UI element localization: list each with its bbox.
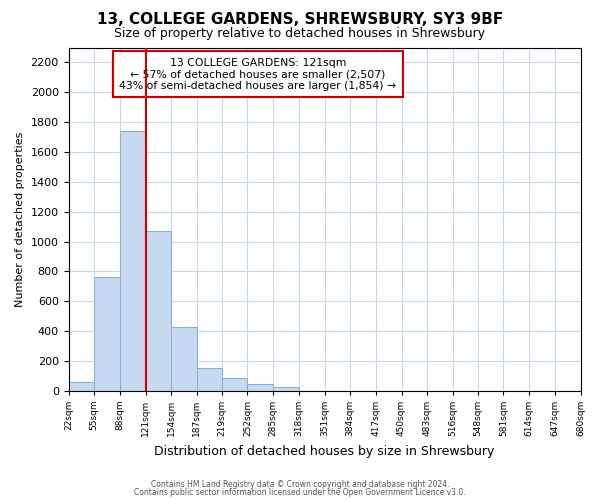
Bar [68,382,94,391]
Bar [171,326,197,391]
Text: 13, COLLEGE GARDENS, SHREWSBURY, SY3 9BF: 13, COLLEGE GARDENS, SHREWSBURY, SY3 9BF [97,12,503,28]
Bar [197,368,222,391]
Bar [222,378,247,391]
Y-axis label: Number of detached properties: Number of detached properties [15,132,25,307]
Bar [94,278,120,391]
X-axis label: Distribution of detached houses by size in Shrewsbury: Distribution of detached houses by size … [154,444,495,458]
Bar [146,231,171,391]
Text: Contains HM Land Registry data © Crown copyright and database right 2024.: Contains HM Land Registry data © Crown c… [151,480,449,489]
Text: 13 COLLEGE GARDENS: 121sqm
← 57% of detached houses are smaller (2,507)
43% of s: 13 COLLEGE GARDENS: 121sqm ← 57% of deta… [119,58,397,91]
Bar [247,384,273,391]
Text: Contains public sector information licensed under the Open Government Licence v3: Contains public sector information licen… [134,488,466,497]
Bar [273,387,299,391]
Text: Size of property relative to detached houses in Shrewsbury: Size of property relative to detached ho… [115,28,485,40]
Bar [120,131,146,391]
